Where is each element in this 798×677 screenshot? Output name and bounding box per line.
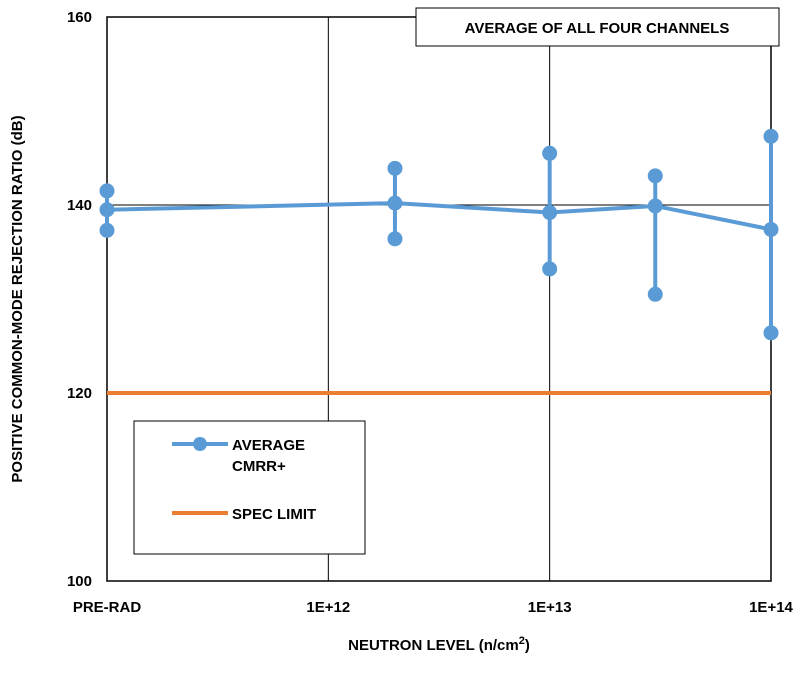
min-marker — [763, 325, 779, 341]
average-cmrr-series — [99, 128, 779, 341]
average-marker — [542, 205, 558, 221]
y-tick-labels: 100 120 140 160 — [67, 9, 92, 590]
y-tick-label: 100 — [67, 573, 92, 590]
min-marker — [647, 286, 663, 302]
max-marker — [387, 160, 403, 176]
legend-avg-label-line1: AVERAGE — [232, 437, 305, 454]
min-marker — [99, 222, 115, 238]
x-axis-title: NEUTRON LEVEL (n/cm2) — [348, 635, 530, 654]
legend: AVERAGE CMRR+ SPEC LIMIT — [133, 420, 366, 555]
legend-avg-label-line2: CMRR+ — [232, 458, 286, 475]
x-axis-title-close: ) — [525, 637, 530, 654]
average-marker — [647, 198, 663, 214]
y-tick-label: 160 — [67, 9, 92, 26]
x-tick-label: 1E+13 — [528, 599, 572, 616]
min-marker — [387, 231, 403, 247]
legend-avg-marker — [193, 437, 207, 451]
x-axis-title-main: NEUTRON LEVEL (n/cm — [348, 637, 519, 654]
x-tick-label: 1E+14 — [749, 599, 793, 616]
average-marker — [763, 221, 779, 237]
x-tick-label: 1E+12 — [306, 599, 350, 616]
max-marker — [647, 168, 663, 184]
x-axis-title-superscript: 2 — [519, 635, 525, 647]
average-marker — [99, 202, 115, 218]
max-marker — [99, 183, 115, 199]
y-tick-label: 140 — [67, 197, 92, 214]
min-marker — [542, 261, 558, 277]
x-tick-label: PRE-RAD — [73, 599, 142, 616]
title-box — [415, 7, 780, 47]
x-tick-labels: PRE-RAD 1E+12 1E+13 1E+14 — [73, 599, 794, 616]
average-marker — [387, 195, 403, 211]
chart-title: AVERAGE OF ALL FOUR CHANNELS — [465, 20, 730, 37]
max-marker — [763, 128, 779, 144]
y-axis-title: POSITIVE COMMON-MODE REJECTION RATIO (dB… — [9, 115, 26, 482]
max-marker — [542, 145, 558, 161]
legend-spec-label: SPEC LIMIT — [232, 506, 316, 523]
y-tick-label: 120 — [67, 385, 92, 402]
average-line — [106, 201, 772, 232]
